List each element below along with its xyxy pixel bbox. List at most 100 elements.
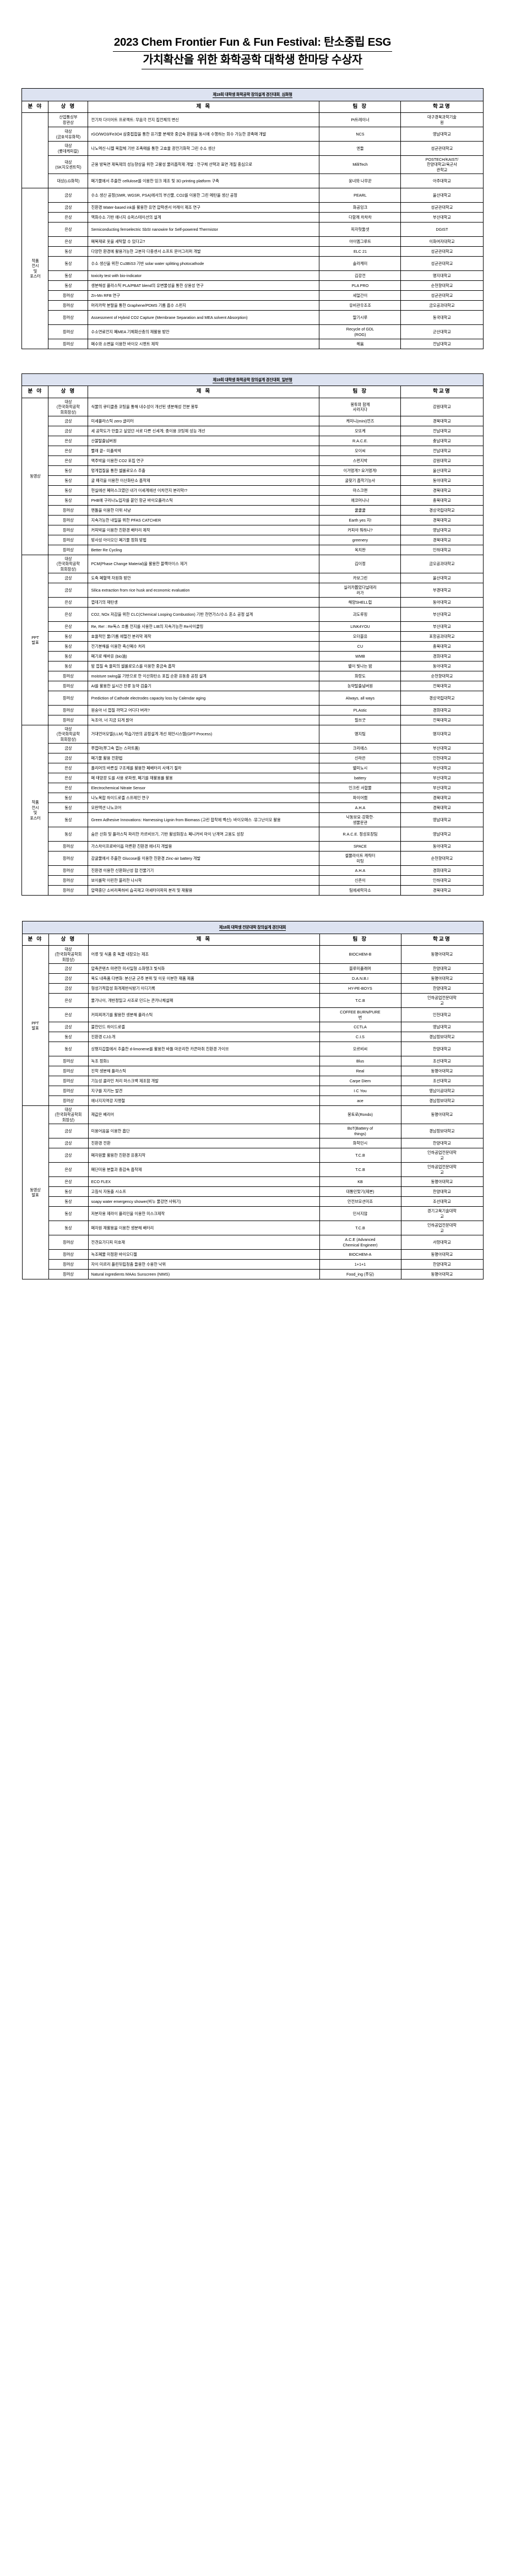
award-name-cell: 금상 (48, 973, 89, 984)
table-row: 장려상 멘톨을 이용한 더위 사냥 쿨쿨쿨 경상국립대학교 (22, 505, 484, 516)
table-row: 장려상 압력중단 소비리폭하비 습곡재고 마세터미파피 분리 및 재활용 팀에세락자… (22, 885, 484, 896)
column-header-title: 제 목 (88, 933, 320, 946)
award-name-cell: 장려상 (48, 1269, 89, 1280)
table-row: PPT 발표 대상 (한국화학공학회 회장상) 어류 및 식품 중 독물 내장오는 제조 B… (21, 945, 484, 1107)
team-leader-cell: MilliTech (319, 155, 401, 175)
award-name-cell: 장려상 (48, 691, 89, 706)
table-row: 금상 폐자원물 활용한 친환경 유홍지작 T.C.B 인하공업전문대학 교 (22, 1148, 484, 1163)
school-name-cell: 인하대학교 (400, 545, 484, 556)
school-name-cell: 인하대학교 (400, 875, 484, 886)
team-leader-cell: 카보그린 (319, 573, 401, 584)
project-title-cell: CO2, NOx 저감을 위한 CLC(Chemical Looping Com… (88, 607, 320, 622)
table-heading: 제18회 대학생 전문대학 창의설계 경진대회 (21, 921, 484, 934)
award-name-cell: 동상 (48, 1206, 89, 1222)
field-group-label: PPT 발표 (21, 555, 49, 726)
table-row: 동상 수소 생산을 위한 Cu3BiS3 기반 solar water split… (22, 256, 484, 272)
school-name-cell: 영남대학교 (400, 827, 484, 842)
team-leader-cell: PEARL (319, 188, 401, 203)
project-title-cell: 친환경 전환 (88, 1138, 320, 1149)
team-leader-cell: 해양SHELL럽 (319, 597, 401, 608)
project-title-cell: 어류 및 식품 중 독물 내장오는 제조 (88, 945, 320, 964)
table-row: 은상 폴리머의 바른길 구조체를 활용한 폐배터리 사채기 절차 별미노시 부산대학교 (22, 763, 484, 774)
school-name-cell: 동아대학교 (400, 841, 484, 852)
award-name-cell: 장려상 (48, 1235, 89, 1250)
table-row: 장려상 폐수와 소변을 이용한 바이오 시멘트 제작 헤윰 전남대학교 (22, 339, 484, 350)
award-name-cell: 금상 (48, 963, 89, 974)
award-name-cell: 장려상 (48, 875, 89, 886)
award-name-cell: 동상 (48, 465, 89, 476)
school-name-cell: 성균관대학교 (400, 246, 484, 257)
school-name-cell: 조선대학교 (400, 1056, 484, 1067)
team-leader-cell: Carpe Diem (319, 1076, 401, 1087)
team-leader-cell: 딸기시루 (319, 310, 401, 326)
table-row: 동상 굴 패각을 이용한 이산화탄소 흡착제 굴찾기 흡착기능사 동아대학교 (22, 475, 484, 486)
title-line-2: 가치확산을 위한 화학공학 대학생 한마당 수상자 (142, 52, 363, 70)
project-title-cell: 불한민드 하이드로겔 (88, 1022, 320, 1033)
school-name-cell: 경희대학교 (400, 651, 484, 662)
award-name-cell: 동상 (48, 1221, 89, 1236)
project-title-cell: 친환경 Water-based ink를 활용한 유연 압력센서 어레이 제조 … (88, 202, 320, 213)
team-leader-cell: BIOCHEM-B (319, 945, 401, 964)
school-name-cell: 성균관대학교 (400, 290, 484, 301)
school-name-cell: 경남정보대학교 (400, 1124, 484, 1139)
award-name-cell: 은상 (48, 455, 89, 467)
school-name-cell: 한양대학교 (400, 1138, 484, 1149)
team-leader-cell: ace (319, 1096, 401, 1107)
school-name-cell: 순천향대학교 (400, 671, 484, 682)
project-title-cell: 도축 폐혈액 자원화 방안 (88, 573, 320, 584)
table-row: 은상 Electrochemical Nitrate Sensor 인크린 서합물 부… (22, 783, 484, 794)
school-name-cell: 이화여자대학교 (400, 236, 484, 247)
project-title-cell: 재값은 베리어 (88, 1105, 320, 1125)
team-leader-cell: 크리에스 (319, 743, 401, 754)
team-leader-cell: 오이씨 (319, 446, 401, 457)
table-row: 동상 멍게껍질을 통한 셀룰로오스 추출 이거멍게? 요거멍게! 울산대학교 (22, 465, 484, 476)
table-row: 장려상 녹조야, 너 지금 되게 밝아 필쓰굿 전북대학교 (22, 715, 484, 726)
team-leader-cell: 오더블유 (319, 631, 401, 642)
table-row: 금상 친환경 Water-based ink를 활용한 유연 압력센서 어레이 제… (22, 202, 484, 213)
award-name-cell: 은상 (48, 597, 89, 608)
project-title-cell: 녹조폐물 미정환 바이오디젤 (88, 1249, 320, 1260)
table-row: 금상 친환경 전환 화학민시 한양대학교 (22, 1138, 484, 1149)
school-name-cell: 순천향대학교 (400, 851, 484, 866)
award-name-cell: 동상 (48, 1186, 89, 1197)
table-row: 장려상 지속가능한 내일을 위한 PFAS CATCHER Earth yes 지!… (22, 515, 484, 526)
project-title-cell: 액화수소 기반 에너지 슈퍼스테이션의 설계 (88, 212, 320, 223)
school-name-cell: 동명아대학교 (400, 1176, 484, 1187)
team-leader-cell: 에코머니나 (319, 495, 401, 506)
team-leader-cell: 김강전 (319, 270, 401, 281)
team-leader-cell: 마스크맨 (319, 485, 401, 496)
award-name-cell: 은상 (48, 212, 89, 223)
table-row: 은상 껍데기의 재탄생 해양SHELL럽 동아대학교 (22, 597, 484, 608)
team-leader-cell: 별미노시 (319, 763, 401, 774)
project-title-cell: 미용어음을 이용한 흡단 (88, 1124, 320, 1139)
award-name-cell: 장려상 (48, 545, 89, 556)
team-leader-cell: ELC 21 (319, 246, 401, 257)
team-leader-cell: 필쓰굿 (319, 715, 401, 726)
project-title-cell: 산불탈출넘버원 (88, 436, 320, 447)
team-leader-cell: 명지팀 (319, 725, 401, 744)
team-leader-cell: C.I.S (319, 1032, 401, 1043)
project-title-cell: 수소 생산 공정(SMR, WGSR, PSA)에서의 부산물, CO2를 이용… (88, 188, 320, 203)
team-leader-cell: 괴도루핑 (319, 607, 401, 622)
school-name-cell: 영남이공대학교 (400, 1086, 484, 1097)
team-leader-cell: LINK4YOU (319, 621, 401, 632)
project-title-cell: soapy water emergency shower(비누 물강연 샤워기) (88, 1196, 320, 1207)
project-title-cell: 보이롤학 이린한 불리한 나시학 (88, 875, 320, 886)
table-row: 동상 모판액션 나노코어 A.H.A 경북대학교 (22, 802, 484, 814)
award-name-cell: 장려상 (48, 1259, 89, 1270)
project-title-cell: 폐자원물 활용한 친환경 유홍지작 (88, 1148, 320, 1163)
project-title-cell: 폐목재로 옷을 세탁할 수 있다고? (88, 236, 320, 247)
team-leader-cell: Recycle of GDL (ROG) (319, 324, 401, 340)
team-leader-cell: 실리카뽑았다널데리 러가 (319, 583, 401, 598)
school-name-cell: 전남대학교 (400, 339, 484, 350)
project-title-cell: 폐기로 해바유 (bio油) (88, 651, 320, 662)
award-name-cell: 동상 (48, 1042, 89, 1057)
project-title-cell: Better Re Cycling (88, 545, 320, 556)
team-leader-cell: greenery (319, 535, 401, 546)
team-leader-cell: T.C.B (319, 1162, 401, 1178)
award-name-cell: 장려상 (48, 885, 89, 896)
project-title-cell: 식물의 큐티클층 코팅을 통해 내수성이 개선된 생분해성 전분 봉투 (88, 397, 320, 417)
school-name-cell: 경남정보대학교 (400, 1096, 484, 1107)
award-name-cell: 은상 (48, 222, 89, 237)
